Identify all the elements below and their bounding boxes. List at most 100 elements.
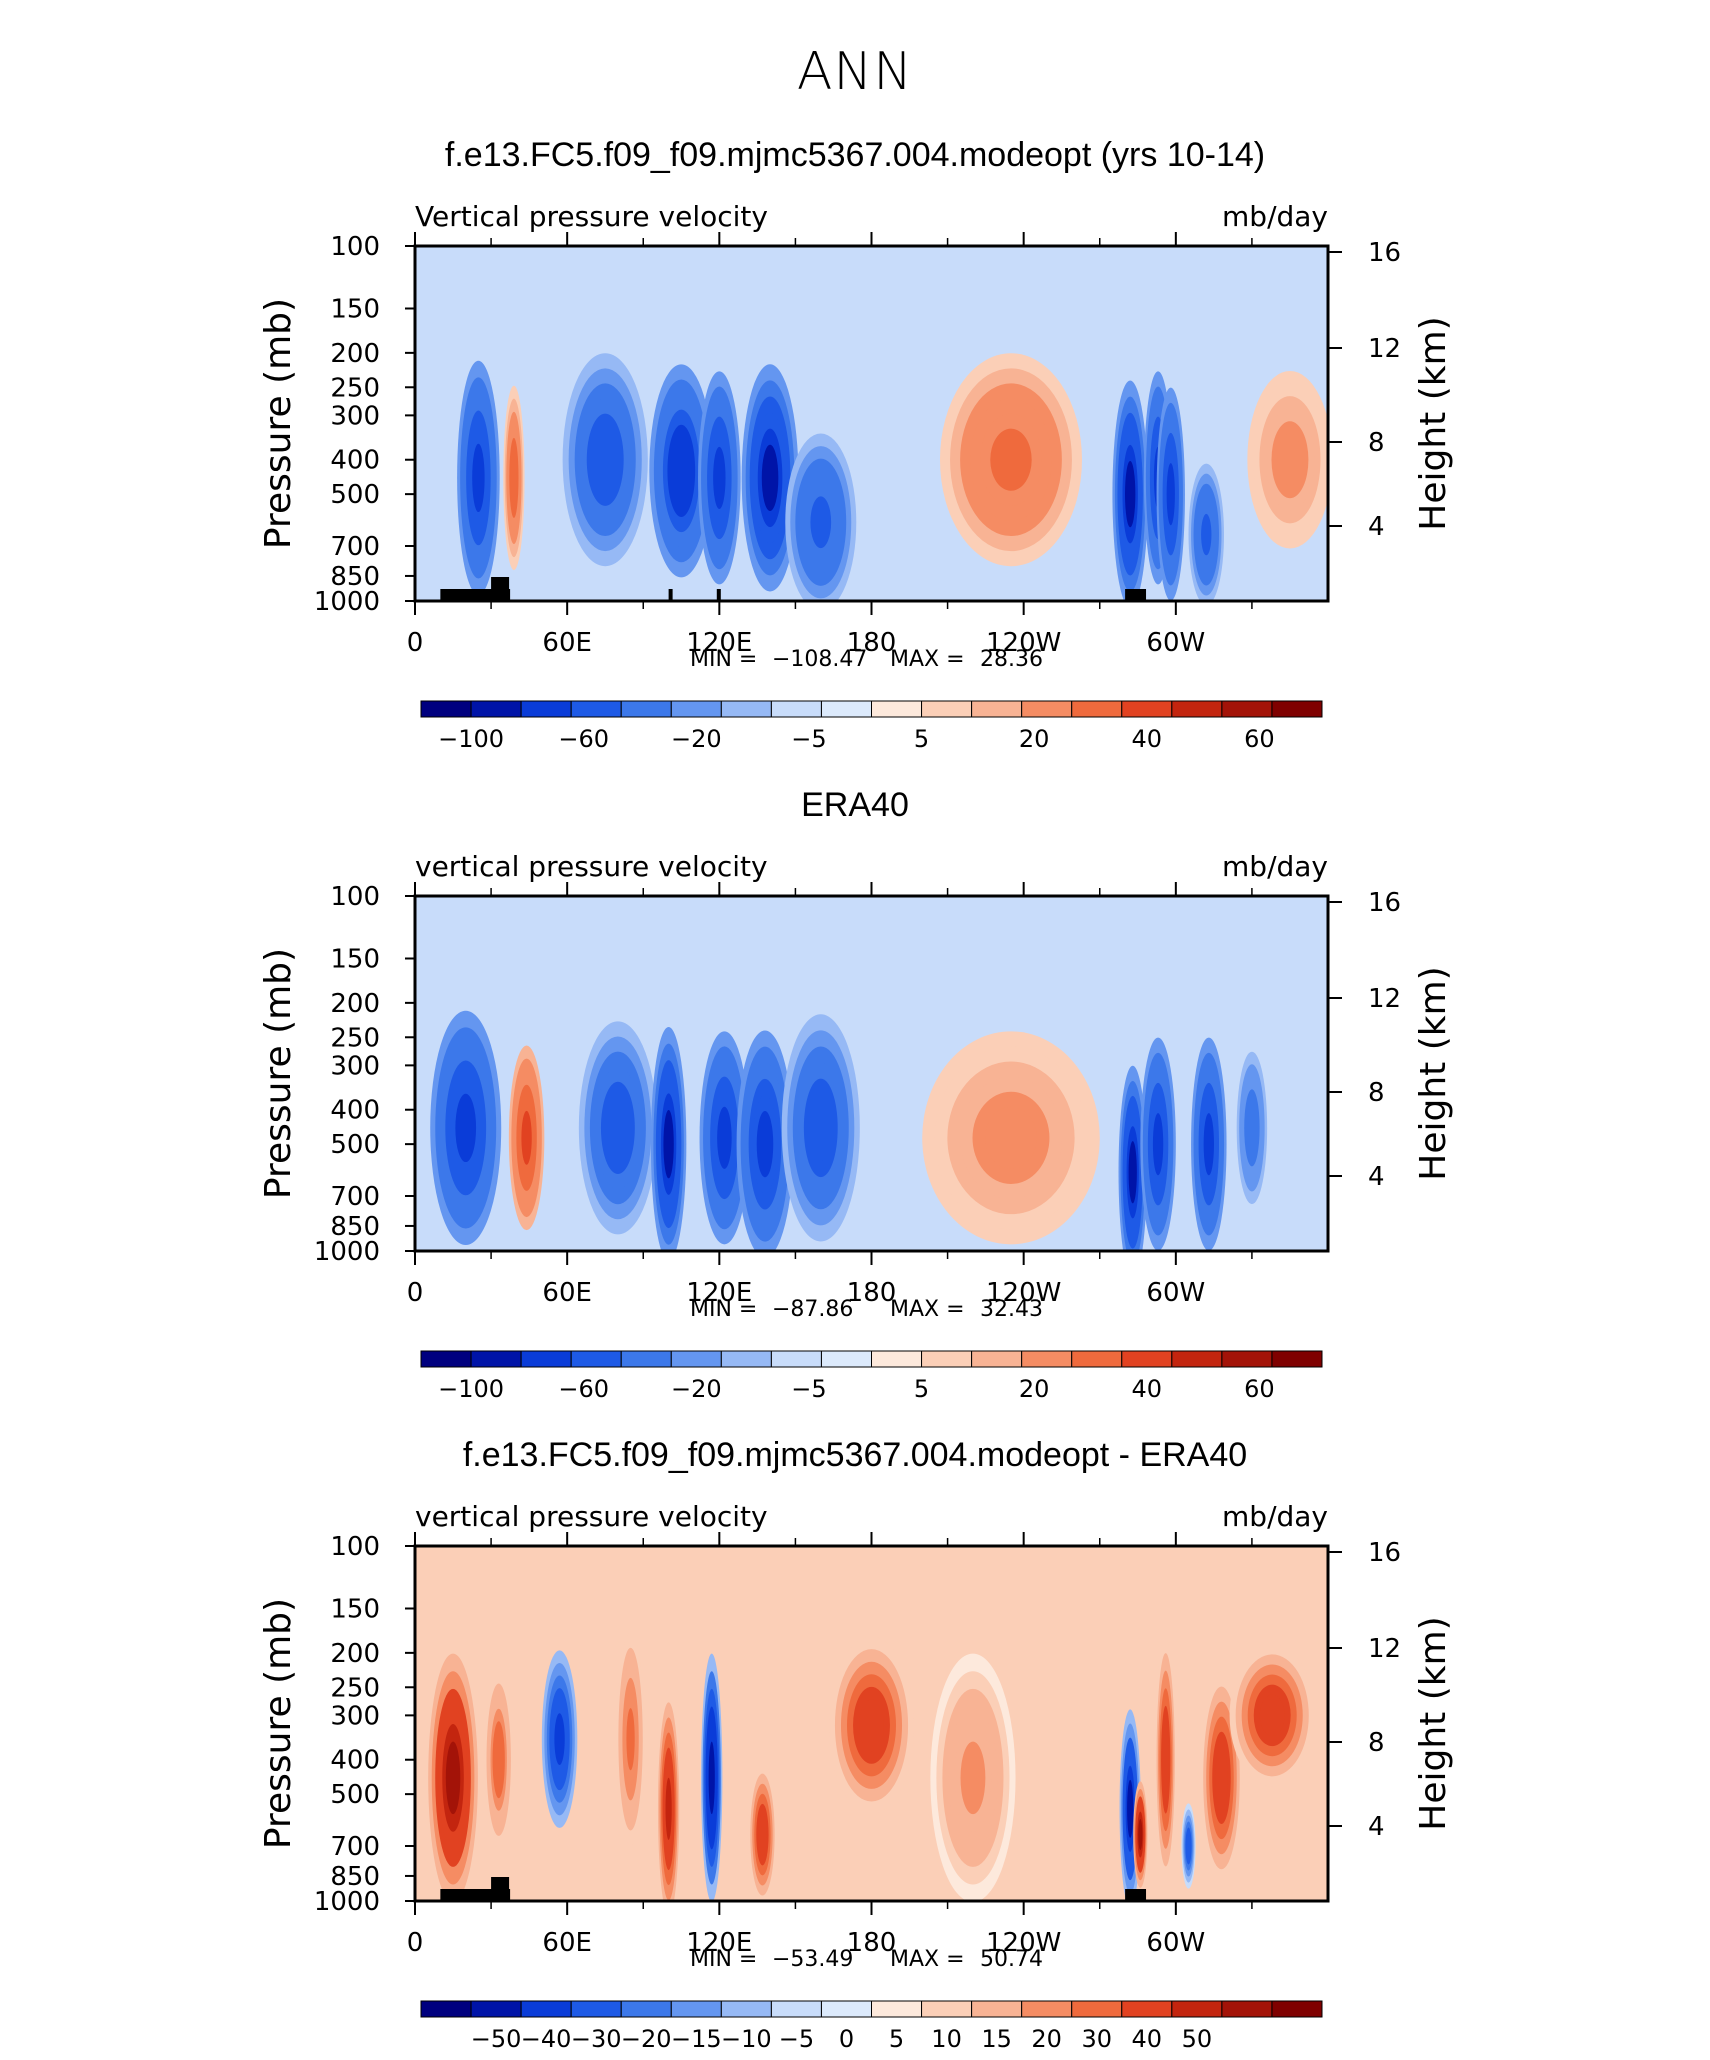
contour-band (592, 428, 618, 491)
colorbar-label: 20 (1031, 2025, 1062, 2053)
min-label: MIN = (690, 647, 757, 672)
contour-band (1186, 1833, 1191, 1859)
contour-band (554, 1713, 565, 1766)
panel-model: f.e13.FC5.f09_f09.mjmc5367.004.modeopt (… (0, 120, 1710, 760)
colorbar-swatch (720, 700, 772, 718)
x-tick-label: 60E (542, 1278, 592, 1308)
contour-band (809, 1094, 833, 1162)
colorbar-swatch (670, 2000, 722, 2018)
y-tick-label: 100 (330, 232, 380, 262)
colorbar-swatch (1021, 2000, 1073, 2018)
colorbar-swatch (670, 700, 722, 718)
colorbar-swatch (570, 1350, 622, 1368)
contour-field (457, 353, 1328, 601)
contour-band (960, 1741, 986, 1815)
colorbar-swatch (921, 1350, 973, 1368)
colorbar-swatch (1221, 2000, 1273, 2018)
colorbar-label: 60 (1244, 1375, 1275, 1403)
x-tick-label: 120W (986, 628, 1061, 658)
colorbar-swatch (1171, 1350, 1223, 1368)
colorbar-label: −100 (438, 725, 504, 753)
surface-mask (1125, 1889, 1147, 1901)
y-right-tick-label: 12 (1368, 984, 1401, 1014)
colorbar-swatch (1221, 1350, 1273, 1368)
colorbar-swatch (620, 1350, 672, 1368)
y-tick-label: 700 (330, 532, 380, 562)
x-tick-label: 0 (407, 628, 424, 658)
x-tick-label: 180 (847, 1278, 897, 1308)
y-tick-label: 1000 (314, 1887, 380, 1917)
colorbar-label: −20 (671, 1375, 722, 1403)
contour-band (1246, 1102, 1258, 1154)
colorbar-label: 40 (1132, 1375, 1163, 1403)
panel-title: f.e13.FC5.f09_f09.mjmc5367.004.modeopt (… (444, 136, 1266, 174)
colorbar-swatch (1271, 700, 1323, 718)
contour-band (1259, 1694, 1285, 1737)
y-tick-label: 500 (330, 1780, 380, 1810)
colorbar-label: −30 (571, 2025, 622, 2053)
field-background (415, 896, 1328, 1251)
y-tick-label: 100 (330, 1532, 380, 1562)
colorbar-swatch (620, 700, 672, 718)
y-tick-label: 400 (330, 1096, 380, 1126)
colorbar-label: 40 (1132, 725, 1163, 753)
y-right-tick-label: 8 (1368, 1078, 1385, 1108)
y-tick-label: 300 (330, 401, 380, 431)
y-tick-label: 300 (330, 1701, 380, 1731)
colorbar-swatch (1271, 1350, 1323, 1368)
colorbar-label: −15 (671, 2025, 722, 2053)
colorbar-label: 20 (1019, 725, 1050, 753)
contour-band (1138, 1819, 1143, 1851)
y-tick-label: 150 (330, 295, 380, 325)
colorbar-label: −40 (521, 2025, 572, 2053)
x-tick-label: 60E (542, 1928, 592, 1958)
panel-title: ERA40 (801, 786, 909, 824)
units-label: mb/day (1222, 200, 1328, 233)
colorbar-swatch (770, 1350, 822, 1368)
y-right-axis-label: Height (km) (1413, 316, 1454, 530)
colorbar-label: −10 (721, 2025, 772, 2053)
colorbar-swatch (520, 700, 572, 718)
y-right-axis-label: Height (km) (1413, 1616, 1454, 1830)
contour-band (859, 1699, 884, 1752)
panel-difference: f.e13.FC5.f09_f09.mjmc5367.004.modeopt -… (0, 1420, 1710, 2060)
y-right-axis-label: Height (km) (1413, 966, 1454, 1180)
colorbar-swatch (420, 1350, 472, 1368)
colorbar-label: 15 (981, 2025, 1012, 2053)
colorbar-swatch (971, 1350, 1023, 1368)
units-label: mb/day (1222, 1500, 1328, 1533)
y-tick-label: 150 (330, 1595, 380, 1625)
y-axis-label: Pressure (mb) (258, 298, 299, 549)
surface-mask (1125, 589, 1147, 601)
contour-band (713, 446, 726, 509)
variable-label: vertical pressure velocity (415, 1500, 768, 1533)
x-tick-label: 0 (407, 1928, 424, 1958)
colorbar-label: 40 (1132, 2025, 1163, 2053)
y-tick-label: 200 (330, 1639, 380, 1669)
colorbar-label: 10 (931, 2025, 962, 2053)
x-tick-label: 60E (542, 628, 592, 658)
y-tick-label: 250 (330, 373, 380, 403)
contour-band (810, 496, 832, 549)
min-value: −87.86 (772, 1297, 853, 1322)
contour-band (1128, 1141, 1137, 1204)
contour-band (717, 1106, 732, 1169)
contour-band (445, 1741, 461, 1815)
contour-field (430, 1010, 1270, 1251)
max-value: 28.36 (980, 647, 1043, 672)
x-tick-label: 60W (1146, 628, 1205, 658)
x-tick-label: 120E (686, 628, 752, 658)
colorbar-swatch (871, 1350, 923, 1368)
colorbar-swatch (1121, 2000, 1173, 2018)
colorbar-swatch (1121, 1350, 1173, 1368)
y-tick-label: 1000 (314, 1237, 380, 1267)
x-tick-label: 60W (1146, 1928, 1205, 1958)
y-tick-label: 250 (330, 1673, 380, 1703)
y-right-tick-label: 8 (1368, 1728, 1385, 1758)
x-tick-label: 180 (847, 1928, 897, 1958)
contour-band (1215, 1746, 1228, 1809)
contour-band (665, 1777, 672, 1840)
y-axis-label: Pressure (mb) (258, 1598, 299, 1849)
contour-band (990, 428, 1032, 491)
y-right-tick-label: 16 (1368, 888, 1401, 918)
